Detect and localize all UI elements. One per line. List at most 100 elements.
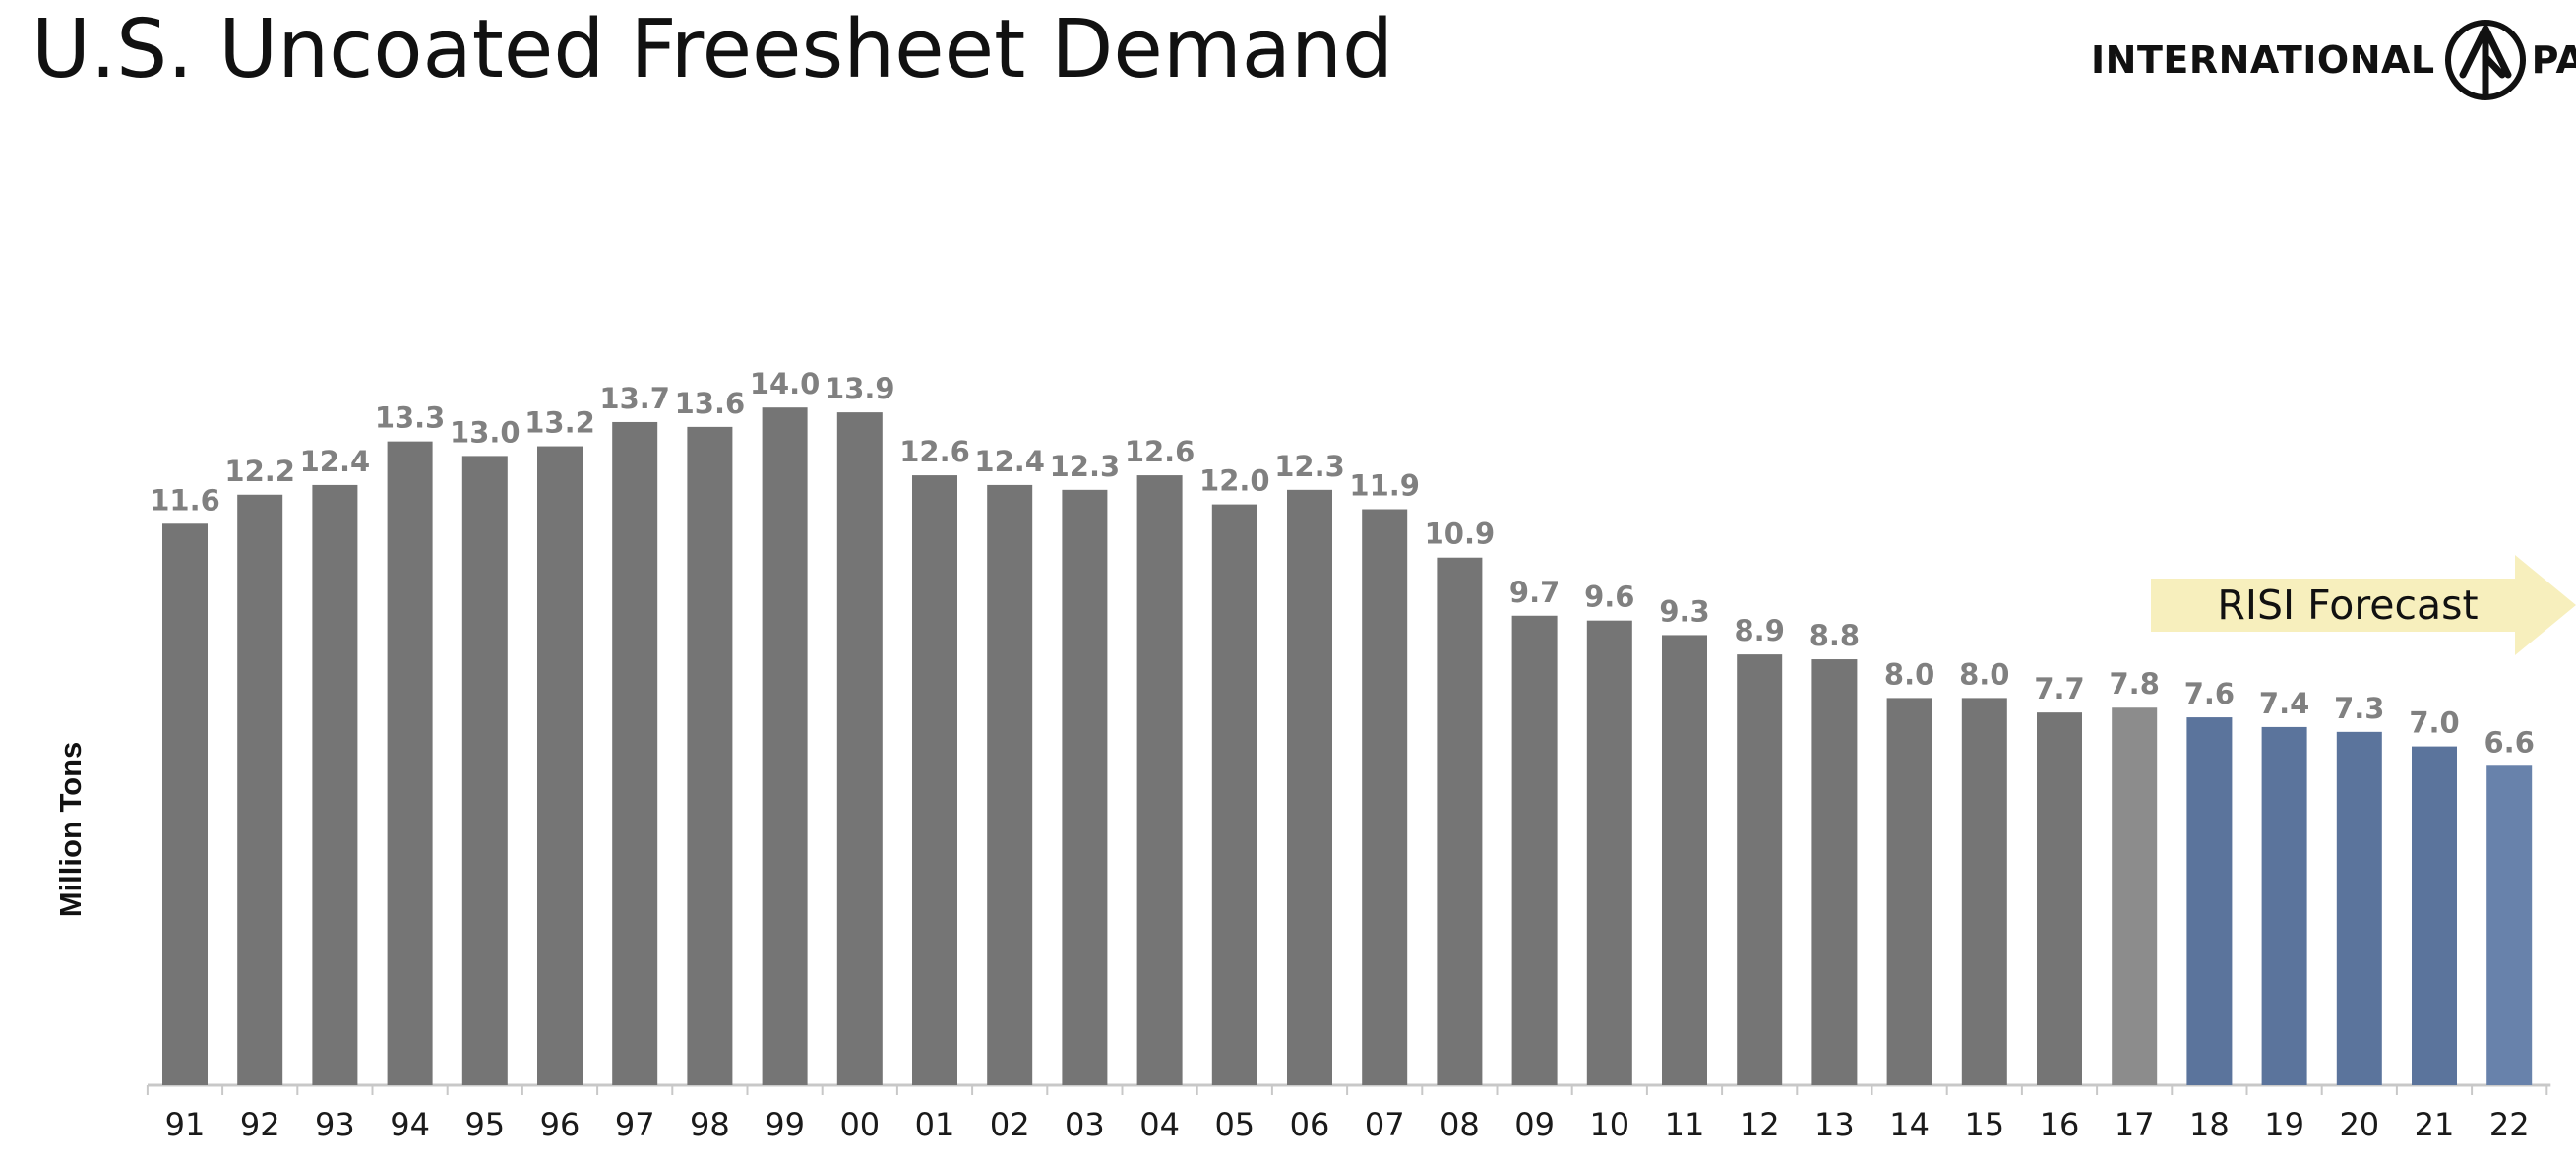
category-label-15: 15 xyxy=(1964,1106,2004,1143)
bar-11 xyxy=(1662,635,1707,1085)
data-label-00: 13.9 xyxy=(825,372,895,405)
category-label-97: 97 xyxy=(615,1106,655,1143)
data-label-20: 7.3 xyxy=(2334,692,2384,725)
data-label-93: 12.4 xyxy=(300,445,371,478)
category-label-94: 94 xyxy=(390,1106,430,1143)
data-label-02: 12.4 xyxy=(974,445,1045,478)
logo-text-tail: PA xyxy=(2531,38,2576,82)
forecast-annotation-label: RISI Forecast xyxy=(2217,582,2478,629)
category-label-07: 07 xyxy=(1365,1106,1405,1143)
bar-20 xyxy=(2336,731,2382,1085)
category-label-05: 05 xyxy=(1214,1106,1255,1143)
category-label-99: 99 xyxy=(765,1106,805,1143)
category-label-96: 96 xyxy=(540,1106,581,1143)
data-label-97: 13.7 xyxy=(599,382,670,415)
data-label-91: 11.6 xyxy=(150,483,220,517)
data-label-92: 12.2 xyxy=(224,455,295,488)
category-label-21: 21 xyxy=(2415,1106,2455,1143)
data-label-21: 7.0 xyxy=(2409,706,2459,740)
data-label-08: 10.9 xyxy=(1425,518,1496,551)
category-label-19: 19 xyxy=(2264,1106,2304,1143)
data-label-16: 7.7 xyxy=(2034,672,2084,705)
data-label-04: 12.6 xyxy=(1125,435,1196,468)
bar-08 xyxy=(1437,557,1483,1085)
category-label-08: 08 xyxy=(1440,1106,1480,1143)
category-label-11: 11 xyxy=(1665,1106,1705,1143)
category-label-17: 17 xyxy=(2115,1106,2155,1143)
data-label-07: 11.9 xyxy=(1349,469,1420,503)
category-label-02: 02 xyxy=(990,1106,1030,1143)
bar-91 xyxy=(162,523,208,1085)
data-label-05: 12.0 xyxy=(1199,464,1270,498)
data-label-01: 12.6 xyxy=(899,435,970,468)
y-axis-label: Million Tons xyxy=(53,742,88,918)
category-label-22: 22 xyxy=(2489,1106,2530,1143)
category-label-92: 92 xyxy=(240,1106,280,1143)
data-label-09: 9.7 xyxy=(1509,576,1560,609)
bar-92 xyxy=(237,494,283,1085)
category-label-14: 14 xyxy=(1889,1106,1930,1143)
data-label-94: 13.3 xyxy=(375,401,446,435)
forecast-arrow xyxy=(2151,555,2576,655)
bar-21 xyxy=(2412,746,2457,1085)
bar-07 xyxy=(1362,509,1408,1085)
bar-05 xyxy=(1211,504,1257,1085)
bar-22 xyxy=(2486,765,2533,1085)
logo-text: INTERNATIONAL xyxy=(2091,38,2435,82)
bar-17 xyxy=(2112,707,2158,1085)
category-label-00: 00 xyxy=(839,1106,880,1143)
bar-14 xyxy=(1886,698,1932,1085)
data-label-11: 9.3 xyxy=(1659,594,1709,628)
bar-04 xyxy=(1136,475,1183,1086)
international-paper-tree-icon xyxy=(2444,20,2526,100)
bar-97 xyxy=(612,421,658,1086)
category-label-16: 16 xyxy=(2040,1106,2080,1143)
category-label-10: 10 xyxy=(1589,1106,1629,1143)
data-label-15: 8.0 xyxy=(1959,657,2009,691)
category-label-93: 93 xyxy=(315,1106,355,1143)
category-label-04: 04 xyxy=(1139,1106,1180,1143)
data-label-13: 8.8 xyxy=(1809,619,1860,652)
data-label-12: 8.9 xyxy=(1735,614,1785,647)
bar-18 xyxy=(2186,717,2233,1085)
bar-98 xyxy=(687,426,733,1085)
bar-09 xyxy=(1511,615,1558,1085)
data-label-14: 8.0 xyxy=(1884,657,1934,691)
category-label-20: 20 xyxy=(2339,1106,2379,1143)
page-title: U.S. Uncoated Freesheet Demand xyxy=(31,3,1394,96)
company-logo: INTERNATIONAL PA xyxy=(2091,16,2576,104)
category-label-98: 98 xyxy=(690,1106,730,1143)
category-label-06: 06 xyxy=(1290,1106,1330,1143)
bar-01 xyxy=(912,475,957,1086)
data-label-03: 12.3 xyxy=(1050,450,1121,483)
data-label-10: 9.6 xyxy=(1584,581,1634,614)
data-label-95: 13.0 xyxy=(450,415,521,449)
bar-99 xyxy=(762,407,808,1085)
category-label-13: 13 xyxy=(1814,1106,1855,1143)
bar-95 xyxy=(461,456,508,1085)
bar-13 xyxy=(1811,659,1858,1085)
data-label-22: 6.6 xyxy=(2484,725,2535,759)
bar-16 xyxy=(2037,712,2082,1085)
data-label-17: 7.8 xyxy=(2110,667,2160,701)
data-label-06: 12.3 xyxy=(1274,450,1345,483)
data-label-18: 7.6 xyxy=(2184,677,2235,710)
category-label-91: 91 xyxy=(165,1106,206,1143)
category-label-12: 12 xyxy=(1740,1106,1780,1143)
bar-15 xyxy=(1961,698,2007,1085)
data-label-98: 13.6 xyxy=(675,387,746,420)
bar-96 xyxy=(537,446,583,1085)
category-label-95: 95 xyxy=(464,1106,505,1143)
data-label-19: 7.4 xyxy=(2259,687,2309,720)
category-label-01: 01 xyxy=(915,1106,955,1143)
bar-10 xyxy=(1586,620,1632,1085)
category-label-09: 09 xyxy=(1514,1106,1555,1143)
bar-00 xyxy=(836,412,883,1085)
bar-02 xyxy=(987,484,1033,1085)
bar-94 xyxy=(387,441,433,1085)
bar-03 xyxy=(1062,489,1108,1086)
bar-19 xyxy=(2261,726,2307,1085)
bar-06 xyxy=(1287,489,1332,1086)
category-label-18: 18 xyxy=(2189,1106,2230,1143)
